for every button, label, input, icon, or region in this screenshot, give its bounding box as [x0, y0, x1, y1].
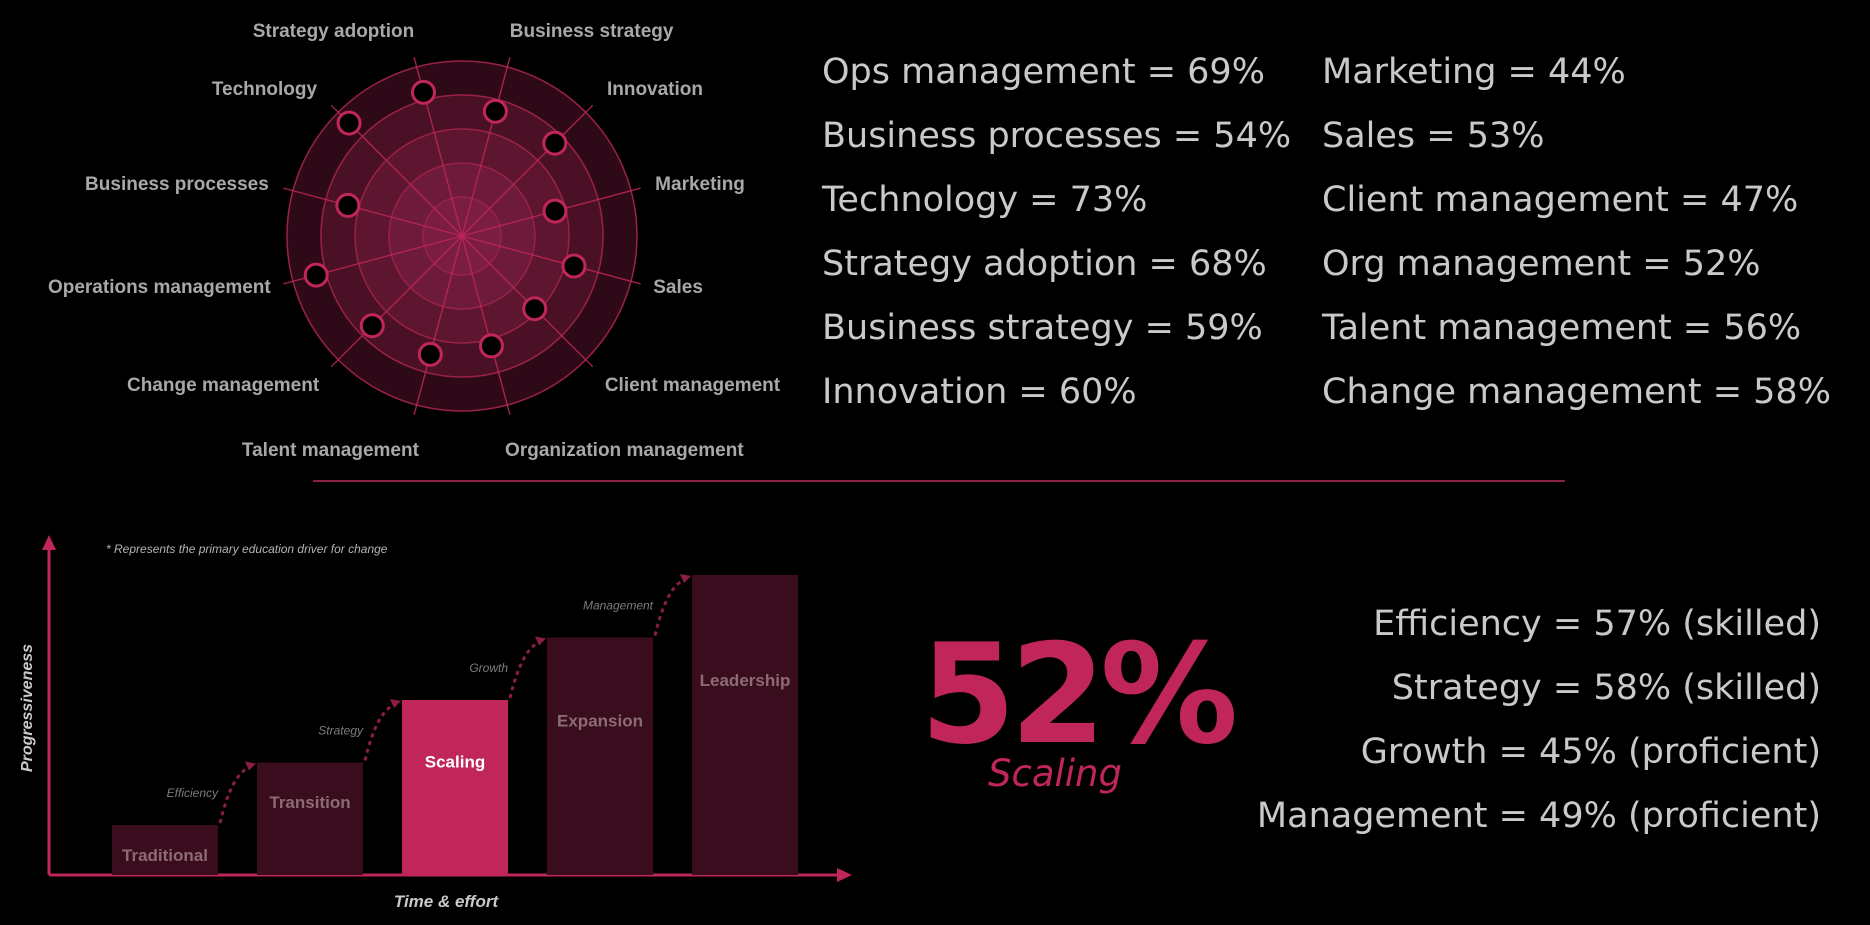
x-axis-arrow: [837, 868, 852, 882]
stat-item: Ops management = 69%: [822, 52, 1265, 92]
stair-bar-label: Leadership: [700, 671, 791, 690]
transition-arrowhead: [680, 574, 691, 583]
radar-axis-label: Business strategy: [510, 21, 674, 42]
y-axis-arrow: [42, 535, 56, 550]
headline-stage-label: Scaling: [988, 752, 1122, 795]
headline-percentage: 52%: [920, 614, 1238, 775]
radar-spoke: [461, 235, 511, 415]
radar-axis-label: Organization management: [505, 440, 744, 461]
radar-point: [522, 296, 548, 322]
maturity-stair-chart: Time & effort Progressiveness * Represents…: [19, 535, 852, 911]
radar-point: [417, 341, 443, 367]
skills-list: Efficiency = 57% (skilled) Strategy = 58%…: [1257, 592, 1821, 848]
radar-axis-label: Strategy adoption: [253, 21, 415, 42]
stats-left-column: Ops management = 69% Business processes =…: [822, 40, 1291, 424]
radar-point: [411, 79, 437, 105]
transition-arrow: [653, 577, 687, 636]
radar-axis-label: Sales: [653, 277, 703, 298]
section-divider: [313, 480, 1565, 482]
stair-bar-label: Transition: [269, 793, 350, 812]
stair-bar: [692, 575, 798, 875]
radar-spoke: [330, 235, 463, 368]
stat-item: Talent management = 56%: [1322, 308, 1802, 348]
transition-label: Strategy: [318, 724, 364, 738]
y-axis-label: Progressiveness: [19, 644, 36, 772]
radar-point: [542, 130, 568, 156]
radar-spoke: [461, 104, 594, 237]
stat-item: Org management = 52%: [1322, 244, 1761, 284]
radar-spoke: [283, 187, 463, 237]
radar-point: [542, 198, 568, 224]
stair-bar-label: Expansion: [557, 712, 643, 731]
radar-point: [336, 110, 362, 136]
stair-bar: [257, 762, 363, 875]
radar-point: [478, 333, 504, 359]
stair-bar-label: Traditional: [122, 846, 208, 865]
transition-arrowhead: [390, 699, 401, 708]
radar-axis-label: Operations management: [48, 277, 271, 298]
skill-item: Growth = 45% (proficient): [1360, 732, 1821, 772]
stat-item: Client management = 47%: [1322, 180, 1799, 220]
radar-chart: Business strategy Innovation Marketing Sale…: [48, 21, 781, 461]
stat-item: Sales = 53%: [1322, 116, 1545, 156]
radar-axis-label: Technology: [212, 79, 318, 100]
transition-label: Growth: [469, 661, 508, 675]
stat-item: Change management = 58%: [1322, 372, 1831, 412]
transition-arrow: [508, 640, 542, 699]
transition-label: Management: [583, 599, 654, 613]
stair-bar: [402, 700, 508, 875]
stair-bar: [112, 825, 218, 875]
skill-item: Strategy = 58% (skilled): [1391, 668, 1821, 708]
radar-spoke: [413, 235, 463, 415]
radar-spoke: [461, 57, 511, 237]
stair-bar-label: Scaling: [425, 752, 485, 771]
skill-item: Management = 49% (proficient): [1256, 796, 1821, 836]
radar-point: [359, 313, 385, 339]
radar-point: [561, 253, 587, 279]
skill-item: Efficiency = 57% (skilled): [1373, 604, 1821, 644]
transition-label: Efficiency: [167, 786, 219, 800]
stat-item: Technology = 73%: [822, 180, 1148, 220]
stat-item: Business strategy = 59%: [822, 308, 1263, 348]
radar-axis-label: Innovation: [607, 79, 703, 100]
transition-arrow: [363, 702, 397, 761]
radar-spoke: [461, 235, 641, 285]
stat-item: Strategy adoption = 68%: [822, 244, 1267, 284]
radar-axis-label: Client management: [605, 375, 781, 396]
radar-axis-label: Talent management: [242, 440, 420, 461]
radar-axis-label: Marketing: [655, 174, 745, 195]
stat-item: Business processes = 54%: [822, 116, 1292, 156]
stair-bar: [547, 637, 653, 875]
transition-arrowhead: [245, 761, 256, 771]
transition-arrow: [218, 765, 252, 824]
radar-point: [335, 192, 361, 218]
stat-item: Marketing = 44%: [1322, 52, 1626, 92]
transition-arrowhead: [535, 636, 546, 646]
stat-item: Innovation = 60%: [822, 372, 1137, 412]
x-axis-label: Time & effort: [394, 892, 500, 911]
stats-right-column: Marketing = 44% Sales = 53% Client managem…: [1322, 40, 1831, 424]
radar-point: [303, 262, 329, 288]
radar-axis-label: Business processes: [85, 174, 269, 195]
radar-point: [482, 98, 508, 124]
footnote: * Represents the primary education drive…: [106, 542, 388, 556]
radar-axis-label: Change management: [127, 375, 320, 396]
